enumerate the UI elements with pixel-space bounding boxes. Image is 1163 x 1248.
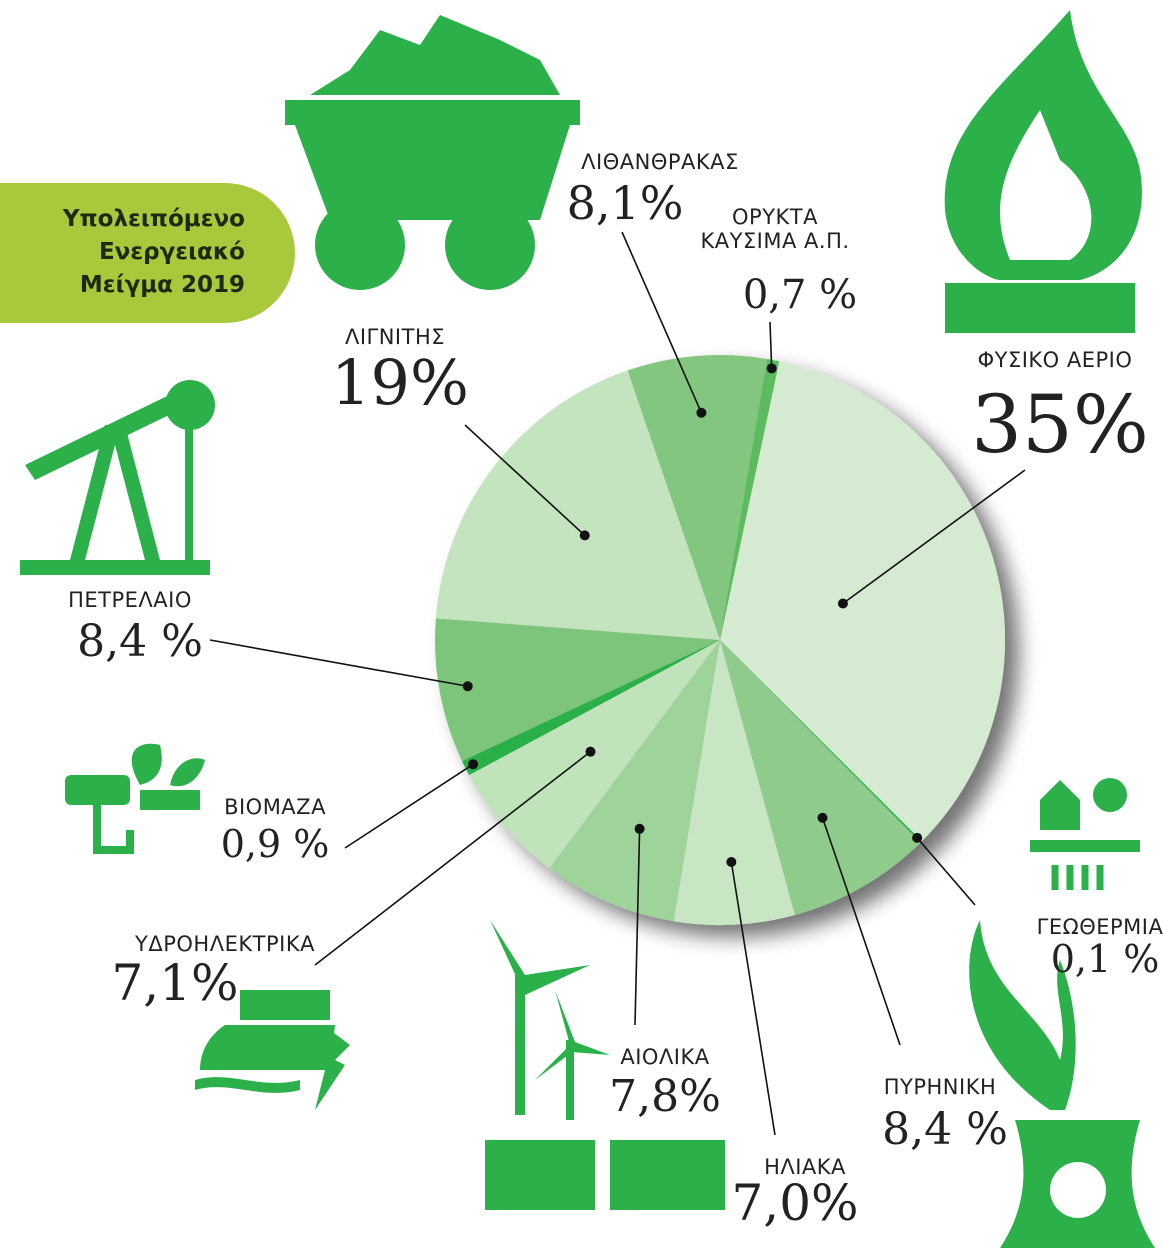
solar-icon	[610, 1140, 725, 1210]
leader-dot	[766, 363, 777, 374]
leader-line	[634, 828, 641, 1026]
biomass-icon	[131, 743, 205, 787]
leader-line	[821, 817, 901, 1046]
pie-slice	[720, 640, 921, 916]
coal-icon	[285, 100, 580, 125]
nuclear-icon	[969, 920, 1076, 1110]
slice-label: ΛΙΘΑΝΘΡΑΚΑΣ	[581, 150, 739, 174]
pie-slice	[627, 354, 768, 640]
slice-label: ΓΕΩΘΕΡΜΙΑ	[1036, 915, 1163, 939]
coal-icon	[295, 125, 570, 220]
oil-icon	[20, 560, 210, 575]
gas-icon	[1000, 110, 1092, 260]
value-label: 7,1%	[111, 954, 239, 1012]
pie-slice	[435, 370, 720, 640]
slice-label: ΗΛΙΑΚΑ	[764, 1155, 846, 1179]
hydro-icon	[200, 1025, 335, 1070]
value-label: 8,1%	[566, 176, 684, 230]
leader-dot	[634, 823, 645, 834]
slice-label: ΒΙΟΜΑΖΑ	[224, 795, 326, 819]
leader-dot	[585, 746, 596, 757]
value-label: 19%	[331, 346, 469, 419]
chart-title: Υπολειπόμενο Ενεργειακό Μείγμα 2019	[0, 183, 295, 323]
biomass-icon	[65, 775, 130, 805]
geo-icon	[1093, 778, 1127, 812]
oil-icon	[165, 380, 215, 430]
slice-label: ΟΡΥΚΤΑ ΚΑΥΣΙΜΑ Α.Π.	[700, 205, 850, 253]
leader-dot	[726, 857, 737, 868]
value-label: 7,0%	[731, 1174, 859, 1232]
leader-line	[842, 469, 1026, 605]
leader-dot	[696, 407, 707, 418]
leader-dot	[817, 812, 828, 823]
leader-line	[621, 231, 703, 414]
slice-label: ΦΥΣΙΚΟ ΑΕΡΙΟ	[977, 348, 1133, 372]
pie-slice	[673, 640, 795, 925]
slice-label: ΠΥΡΗΝΙΚΗ	[883, 1075, 997, 1099]
hydro-icon	[240, 990, 330, 1020]
pie-slice	[720, 358, 780, 640]
leader-line	[769, 321, 773, 369]
hydro-icon	[195, 1077, 300, 1093]
slice-label: ΛΙΓΝΙΤΗΣ	[344, 325, 446, 349]
pie-slice	[435, 618, 720, 762]
leader-line	[314, 751, 591, 966]
coal-icon	[315, 200, 405, 290]
biomass-icon	[93, 805, 134, 854]
leader-dot	[837, 598, 848, 609]
hydro-icon	[315, 1030, 350, 1110]
slice-label: ΑΙΟΛΙΚΑ	[620, 1045, 710, 1069]
nuclear-icon	[1050, 1162, 1106, 1218]
pie-slice	[720, 640, 922, 843]
slice-label: ΥΔΡΟΗΛΕΚΤΡΙΚΑ	[135, 932, 315, 956]
value-label: 0,9 %	[220, 822, 330, 866]
icons	[20, 10, 1155, 1248]
leader-line	[464, 424, 586, 536]
leader-line	[916, 837, 976, 906]
value-label: 0,1 %	[1050, 937, 1160, 981]
solar-icon	[485, 1140, 595, 1210]
pie-slice	[549, 640, 720, 922]
leader-line	[344, 763, 474, 849]
coal-icon	[445, 200, 535, 290]
geo-icon	[1051, 865, 1104, 890]
leader-dot	[579, 530, 590, 541]
value-label: 8,4 %	[77, 616, 203, 667]
geo-icon	[1030, 780, 1140, 852]
wind-icon	[566, 1040, 574, 1120]
value-label: 35%	[971, 378, 1149, 471]
leader-dot	[468, 759, 479, 770]
coal-icon	[310, 15, 560, 95]
leader-line	[209, 639, 468, 688]
value-label: 0,7 %	[742, 272, 858, 318]
value-label: 8,4 %	[882, 1104, 1008, 1155]
leader-dot	[912, 832, 923, 843]
pie-slice	[462, 640, 720, 776]
oil-icon	[185, 420, 193, 560]
oil-icon	[70, 425, 160, 560]
gas-icon	[945, 283, 1135, 333]
leader-dot	[462, 681, 473, 692]
leader-line	[730, 861, 776, 1136]
wind-icon	[490, 920, 590, 1090]
slice-label: ΠΕΤΡΕΛΑΙΟ	[68, 588, 192, 612]
pie-slice	[720, 361, 1006, 842]
leaders	[209, 231, 1026, 1136]
biomass-icon	[140, 790, 200, 810]
value-label: 7,8%	[609, 1071, 721, 1122]
wind-icon	[515, 975, 525, 1115]
